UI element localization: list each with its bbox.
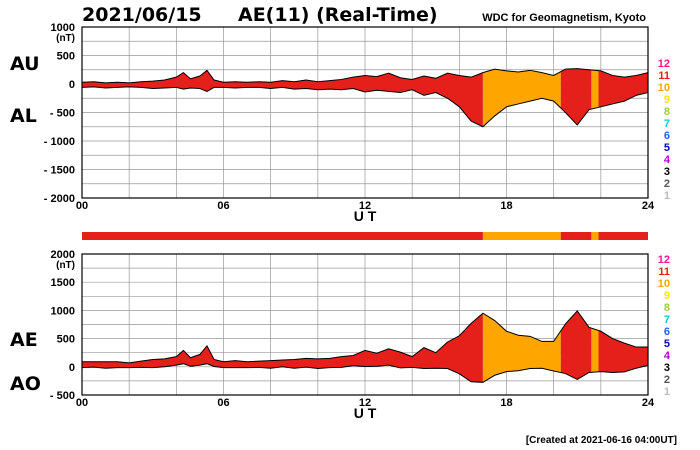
legend-station-count: 3 xyxy=(664,166,670,178)
series-line-al xyxy=(81,86,649,128)
index-label-ae: AE xyxy=(10,329,38,351)
legend-station-count: 9 xyxy=(664,290,670,302)
legend-station-count: 11 xyxy=(658,266,670,278)
legend-station-count: 11 xyxy=(658,70,670,82)
chart-title: AE(11) (Real-Time) xyxy=(238,4,438,26)
y-tick-label: 1500 xyxy=(51,277,75,289)
y-tick-label: - 1000 xyxy=(44,136,75,148)
legend-station-count: 8 xyxy=(664,106,670,118)
x-tick-label: 06 xyxy=(217,200,229,212)
x-tick-label: 18 xyxy=(500,397,512,409)
legend-station-count: 1 xyxy=(664,190,670,202)
x-tick-label: 24 xyxy=(642,397,655,409)
legend-station-count: 6 xyxy=(664,130,670,142)
x-tick-label: 00 xyxy=(76,200,88,212)
y-tick-label: 0 xyxy=(69,362,75,374)
area-fill-segment xyxy=(560,310,592,380)
area-fill-segment xyxy=(560,68,592,126)
area-fill-segment xyxy=(598,330,648,373)
x-tick-label: 18 xyxy=(500,200,512,212)
series-line-ae xyxy=(82,310,648,364)
x-axis-label: U T xyxy=(354,405,377,421)
y-tick-label: - 2000 xyxy=(44,193,75,205)
index-label-al: AL xyxy=(10,105,37,127)
legend-station-count: 9 xyxy=(664,94,670,106)
area-fill-segment xyxy=(482,313,561,383)
y-tick-label: 500 xyxy=(57,51,75,63)
legend-station-count: 6 xyxy=(664,326,670,338)
legend-station-count: 10 xyxy=(658,82,670,94)
y-tick-label: 1000 xyxy=(51,22,75,34)
chart-date: 2021/06/15 xyxy=(82,4,202,26)
x-tick-label: 00 xyxy=(76,397,88,409)
plot-frame xyxy=(81,26,649,199)
created-timestamp: [Created at 2021-06-16 04:00UT] xyxy=(526,435,677,446)
area-fill-segment xyxy=(82,313,483,383)
y-tick-label: - 500 xyxy=(50,108,75,120)
x-tick-label: 24 xyxy=(642,200,655,212)
area-fill-segment xyxy=(591,328,599,373)
legend-station-count: 3 xyxy=(664,362,670,374)
x-axis-label: U T xyxy=(354,208,377,224)
legend-station-count: 10 xyxy=(658,278,670,290)
y-unit-label: (nT) xyxy=(56,260,75,271)
y-tick-label: - 1500 xyxy=(44,165,75,177)
legend-station-count: 2 xyxy=(664,374,670,386)
data-source: WDC for Geomagnetism, Kyoto xyxy=(482,12,646,24)
index-label-ao: AO xyxy=(10,373,41,395)
legend-station-count: 4 xyxy=(664,350,671,362)
area-fill-segment xyxy=(482,69,561,127)
legend-station-count: 7 xyxy=(664,314,670,326)
x-tick-label: 12 xyxy=(359,200,371,212)
station-count-segment xyxy=(482,232,561,240)
station-count-bar xyxy=(82,232,648,240)
station-count-segment xyxy=(560,232,592,240)
y-tick-label: - 500 xyxy=(50,390,75,402)
legend-station-count: 12 xyxy=(658,58,670,70)
station-count-segment xyxy=(598,232,648,240)
y-tick-label: 1000 xyxy=(51,305,75,317)
legend-station-count: 8 xyxy=(664,302,670,314)
index-label-au: AU xyxy=(10,53,40,75)
legend-station-count: 7 xyxy=(664,118,670,130)
au-al-panel: 1000 500 0 - 500 - 1000 - 1500 - 2000 (nT) 00 06 1… xyxy=(10,22,671,224)
legend-station-count: 2 xyxy=(664,178,670,190)
series-line-au xyxy=(81,68,649,84)
station-count-segment xyxy=(82,232,483,240)
x-tick-label: 12 xyxy=(359,397,371,409)
area-fill-segment xyxy=(82,70,483,127)
y-tick-label: 500 xyxy=(57,334,75,346)
area-fill-segment xyxy=(591,69,599,110)
legend-station-count: 12 xyxy=(658,254,670,266)
legend-station-count: 4 xyxy=(664,154,671,166)
legend-station-count: 1 xyxy=(664,386,670,398)
legend-station-count: 5 xyxy=(664,142,670,154)
y-tick-label: 2000 xyxy=(51,249,75,261)
plot-frame xyxy=(81,253,649,396)
legend-station-count: 5 xyxy=(664,338,670,350)
series-line-ao xyxy=(81,363,649,383)
y-tick-label: 0 xyxy=(69,79,75,91)
y-unit-label: (nT) xyxy=(56,33,75,44)
station-count-segment xyxy=(591,232,599,240)
x-tick-label: 06 xyxy=(217,397,229,409)
area-fill-segment xyxy=(598,70,648,108)
